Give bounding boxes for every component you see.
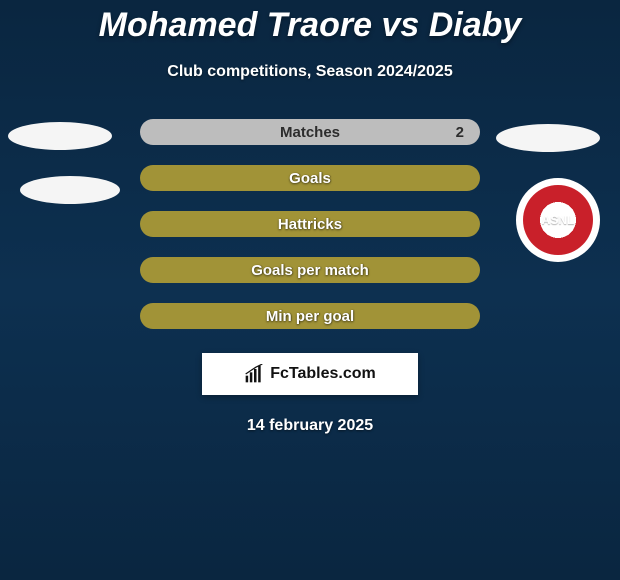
player-left-placeholder-1 bbox=[8, 122, 112, 150]
stat-row-goals: Goals bbox=[140, 165, 480, 191]
date-label: 14 february 2025 bbox=[0, 417, 620, 435]
club-badge-text: ASNL bbox=[523, 185, 593, 255]
stat-row-matches: Matches 2 bbox=[140, 119, 480, 145]
stat-row-goals-per-match: Goals per match bbox=[140, 257, 480, 283]
stat-label: Matches bbox=[280, 124, 340, 141]
club-badge: ASNL bbox=[516, 178, 600, 262]
player-left-placeholder-2 bbox=[20, 176, 120, 204]
stat-label: Goals per match bbox=[251, 262, 369, 279]
brand-text: FcTables.com bbox=[270, 365, 376, 383]
stat-label: Hattricks bbox=[278, 216, 342, 233]
player-right-placeholder bbox=[496, 124, 600, 152]
stat-label: Goals bbox=[289, 170, 331, 187]
subtitle: Club competitions, Season 2024/2025 bbox=[0, 63, 620, 81]
stat-row-hattricks: Hattricks bbox=[140, 211, 480, 237]
stat-label: Min per goal bbox=[266, 308, 354, 325]
stat-value: 2 bbox=[456, 124, 464, 141]
brand-box: FcTables.com bbox=[202, 353, 418, 395]
chart-icon bbox=[244, 364, 264, 384]
stat-row-min-per-goal: Min per goal bbox=[140, 303, 480, 329]
page-title: Mohamed Traore vs Diaby bbox=[0, 0, 620, 45]
